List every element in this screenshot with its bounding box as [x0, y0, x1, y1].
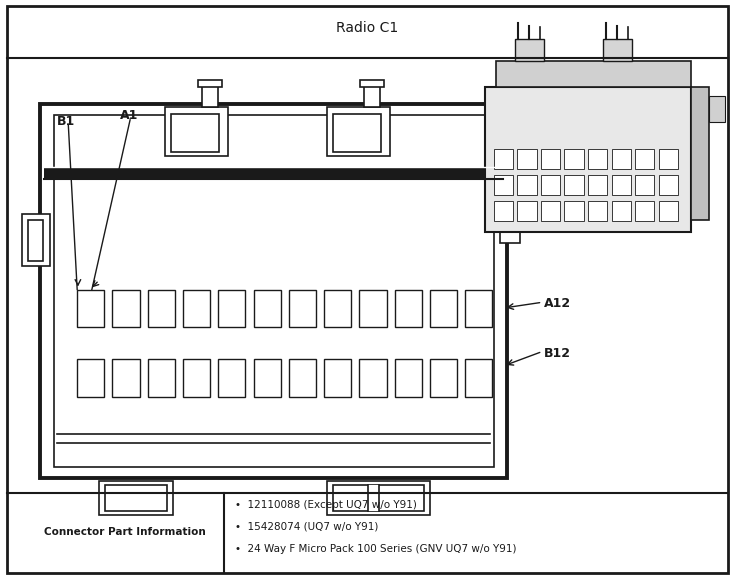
Bar — [359, 359, 387, 397]
Bar — [183, 359, 210, 397]
Bar — [494, 149, 513, 169]
Bar — [218, 290, 245, 327]
Bar — [77, 359, 104, 397]
Bar — [327, 107, 390, 156]
Bar — [171, 114, 219, 152]
Bar — [564, 175, 584, 195]
Bar — [40, 104, 507, 478]
Text: •  12110088 (Except UQ7 w/o Y91): • 12110088 (Except UQ7 w/o Y91) — [235, 500, 417, 510]
Text: B1: B1 — [57, 115, 75, 128]
Bar — [28, 220, 43, 261]
Bar — [364, 84, 380, 107]
Bar — [148, 290, 175, 327]
Bar — [333, 485, 424, 511]
Bar — [395, 290, 422, 327]
Bar — [289, 359, 316, 397]
Bar — [202, 84, 218, 107]
Bar — [603, 39, 632, 61]
Bar — [198, 80, 222, 87]
Bar — [254, 359, 281, 397]
Bar — [360, 80, 384, 87]
Bar — [368, 485, 379, 511]
Bar — [494, 201, 513, 221]
Bar — [588, 175, 607, 195]
Bar — [709, 96, 725, 122]
Bar — [112, 290, 140, 327]
Bar — [517, 175, 537, 195]
Bar — [659, 201, 678, 221]
Bar — [254, 290, 281, 327]
Bar — [514, 39, 544, 61]
Text: B12: B12 — [544, 347, 571, 360]
Text: A1: A1 — [119, 109, 138, 122]
Bar — [430, 359, 457, 397]
Bar — [485, 87, 691, 232]
Bar — [183, 290, 210, 327]
Bar — [22, 214, 50, 266]
Text: •  24 Way F Micro Pack 100 Series (GNV UQ7 w/o Y91): • 24 Way F Micro Pack 100 Series (GNV UQ… — [235, 544, 517, 554]
Bar — [496, 61, 691, 87]
Bar — [218, 359, 245, 397]
Bar — [612, 175, 631, 195]
Bar — [659, 175, 678, 195]
Bar — [517, 201, 537, 221]
Bar — [44, 167, 503, 179]
Bar — [465, 290, 492, 327]
Bar — [465, 359, 492, 397]
Bar — [564, 149, 584, 169]
Bar — [541, 175, 560, 195]
Text: •  15428074 (UQ7 w/o Y91): • 15428074 (UQ7 w/o Y91) — [235, 522, 379, 532]
Bar — [541, 201, 560, 221]
Bar — [54, 115, 494, 467]
Bar — [359, 290, 387, 327]
Bar — [324, 290, 351, 327]
Bar — [635, 201, 654, 221]
Bar — [612, 149, 631, 169]
Bar — [588, 149, 607, 169]
Bar — [99, 481, 173, 515]
Bar — [395, 359, 422, 397]
Bar — [289, 290, 316, 327]
Bar — [635, 149, 654, 169]
Bar — [691, 87, 709, 220]
Bar — [517, 149, 537, 169]
Bar — [541, 149, 560, 169]
Bar — [588, 201, 607, 221]
Bar — [430, 290, 457, 327]
Bar — [333, 114, 381, 152]
Text: Radio C1: Radio C1 — [337, 21, 398, 35]
Bar — [324, 359, 351, 397]
Bar — [612, 201, 631, 221]
Text: A12: A12 — [544, 298, 571, 310]
Bar — [327, 481, 430, 515]
Bar — [148, 359, 175, 397]
Bar — [500, 200, 520, 243]
Bar — [77, 290, 104, 327]
Bar — [635, 175, 654, 195]
Bar — [112, 359, 140, 397]
Bar — [564, 201, 584, 221]
Bar — [494, 175, 513, 195]
Bar — [165, 107, 228, 156]
Bar — [659, 149, 678, 169]
Bar — [105, 485, 167, 511]
Text: Connector Part Information: Connector Part Information — [44, 526, 206, 537]
